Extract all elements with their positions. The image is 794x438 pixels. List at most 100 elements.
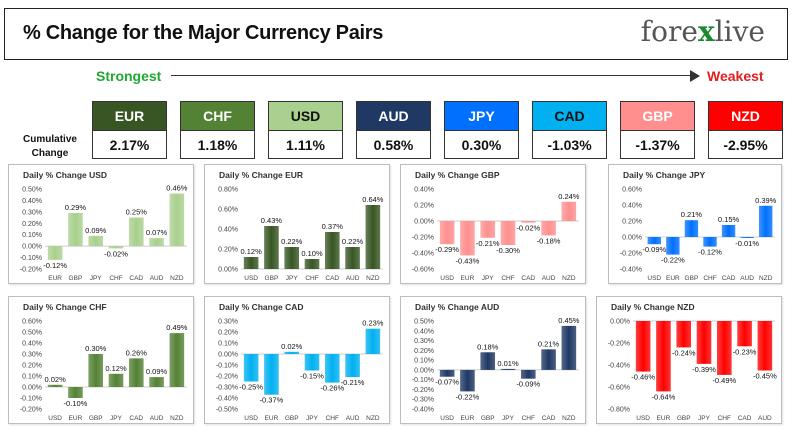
- y-tick-label: 0.60%: [218, 207, 238, 214]
- y-tick-label: 0.30%: [22, 352, 42, 359]
- currency-box-gbp: GBP -1.37%: [620, 101, 695, 159]
- chart-svg: 0.00% 0.20% 0.40% 0.60% 0.80% 0.12% USD 0.43% GB…: [218, 187, 384, 283]
- data-label: -0.21%: [476, 239, 500, 248]
- chart-svg: -0.20% -0.10% 0.00% 0.10% 0.20% 0.30% 0.40% 0.5…: [20, 319, 188, 423]
- y-tick-label: 0.00%: [622, 235, 642, 242]
- header-banner: % Change for the Major Currency Pairs fo…: [4, 8, 788, 60]
- chart-svg: -0.20% -0.10% 0.00% 0.10% 0.20% 0.30% 0.40% 0.5…: [20, 184, 188, 282]
- data-label: -0.49%: [712, 376, 736, 385]
- y-tick-label: -0.20%: [608, 341, 630, 348]
- bar-nzd: [561, 201, 577, 221]
- x-tick-label: JPY: [90, 275, 103, 282]
- data-label: 0.30%: [85, 344, 107, 353]
- y-tick-label: -0.40%: [412, 251, 434, 258]
- data-label: -0.02%: [104, 249, 128, 258]
- x-tick-label: JPY: [502, 415, 515, 422]
- bar-chf: [304, 259, 320, 269]
- y-tick-label: 0.20%: [414, 203, 434, 210]
- chart-svg: -0.40% -0.30% -0.20% -0.10% 0.00% 0.10% 0.20% 0…: [412, 316, 580, 422]
- page-title: % Change for the Major Currency Pairs: [23, 22, 384, 44]
- logo-prefix: fore: [640, 15, 698, 48]
- bar-aud: [149, 238, 164, 247]
- y-tick-label: 0.00%: [218, 352, 238, 359]
- data-label: 0.10%: [301, 249, 323, 258]
- bar-aud: [740, 237, 754, 238]
- x-tick-label: EUR: [657, 415, 671, 422]
- data-label: -0.21%: [341, 378, 365, 387]
- bar-cad: [737, 321, 752, 347]
- data-label: 0.01%: [497, 359, 519, 368]
- y-tick-label: 0.00%: [218, 267, 238, 274]
- y-tick-label: 0.80%: [218, 187, 238, 194]
- y-tick-label: 0.10%: [218, 341, 238, 348]
- data-label: 0.29%: [65, 203, 87, 212]
- x-tick-label: EUR: [48, 275, 62, 282]
- data-label: -0.39%: [692, 365, 716, 374]
- data-label: 0.64%: [362, 195, 384, 204]
- y-tick-label: 0.30%: [218, 319, 238, 326]
- bar-gbp: [480, 352, 496, 370]
- x-tick-label: JPY: [698, 415, 711, 422]
- data-label: 0.02%: [45, 375, 67, 384]
- data-label: 0.45%: [558, 316, 580, 325]
- y-tick-label: 0.40%: [414, 187, 434, 194]
- data-label: -0.09%: [642, 245, 666, 254]
- x-tick-label: CHF: [326, 415, 339, 422]
- chart-title: Daily % Change USD: [23, 170, 108, 180]
- bar-cad: [541, 349, 556, 370]
- bar-chf: [520, 369, 536, 379]
- data-label: 0.12%: [105, 364, 127, 373]
- data-label: 0.25%: [126, 208, 148, 217]
- x-tick-label: CHF: [305, 275, 318, 282]
- strongest-label: Strongest: [96, 68, 162, 84]
- y-tick-label: 0.40%: [22, 341, 42, 348]
- data-label: -0.23%: [733, 347, 757, 356]
- x-tick-label: CHF: [718, 415, 731, 422]
- bar-cad: [128, 358, 144, 387]
- data-label: -0.01%: [735, 239, 759, 248]
- chart-panel-nzd: Daily % Change NZD -0.80% -0.60% -0.40% -0.2…: [596, 296, 782, 424]
- bar-usd: [243, 257, 259, 269]
- data-label: 0.46%: [166, 184, 188, 193]
- currency-name: CAD: [533, 102, 606, 130]
- x-tick-label: NZD: [562, 275, 576, 282]
- currency-name: CHF: [181, 102, 254, 130]
- chart-title: Daily % Change EUR: [219, 170, 304, 180]
- currency-name: EUR: [93, 102, 166, 130]
- y-tick-label: 0.50%: [22, 187, 42, 194]
- y-tick-label: 0.10%: [22, 374, 42, 381]
- bar-eur: [47, 246, 63, 260]
- currency-name: GBP: [621, 102, 694, 130]
- data-label: -0.37%: [260, 396, 284, 405]
- bar-nzd: [759, 205, 773, 237]
- chart-title: Daily % Change JPY: [623, 170, 706, 180]
- currency-cumulative-value: 1.11%: [269, 130, 342, 158]
- chart-svg: -0.50% -0.40% -0.30% -0.20% -0.10% 0.00% 0.10%…: [216, 319, 384, 423]
- bar-gbp: [676, 321, 692, 348]
- data-label: -0.43%: [456, 256, 480, 265]
- chart-svg: -0.60% -0.40% -0.20% 0.00% 0.20% 0.40% -0.29% U…: [412, 187, 580, 283]
- data-label: 0.09%: [146, 367, 168, 376]
- data-label: -0.25%: [239, 383, 263, 392]
- bar-usd: [439, 369, 455, 377]
- bar-chf: [703, 237, 717, 247]
- strength-arrow-line: [171, 75, 693, 76]
- bar-chf: [500, 221, 516, 245]
- y-tick-label: -0.20%: [216, 374, 238, 381]
- x-tick-label: USD: [440, 415, 454, 422]
- y-tick-label: 0.20%: [22, 363, 42, 370]
- x-tick-label: AUD: [740, 275, 754, 282]
- data-label: -0.46%: [631, 373, 655, 382]
- x-tick-label: CAD: [738, 415, 752, 422]
- data-label: 0.22%: [281, 237, 303, 246]
- bar-nzd: [169, 333, 185, 387]
- y-tick-label: -0.10%: [20, 396, 42, 403]
- x-tick-label: GBP: [685, 275, 699, 282]
- currency-box-jpy: JPY 0.30%: [444, 101, 519, 159]
- y-tick-label: -0.40%: [608, 363, 630, 370]
- x-tick-label: AUD: [542, 275, 556, 282]
- x-tick-label: GBP: [285, 415, 299, 422]
- chart-panel-eur: Daily % Change EUR 0.00% 0.20% 0.40% 0.60% 0.…: [204, 164, 390, 284]
- data-label: 0.07%: [146, 228, 168, 237]
- x-tick-label: NZD: [366, 415, 380, 422]
